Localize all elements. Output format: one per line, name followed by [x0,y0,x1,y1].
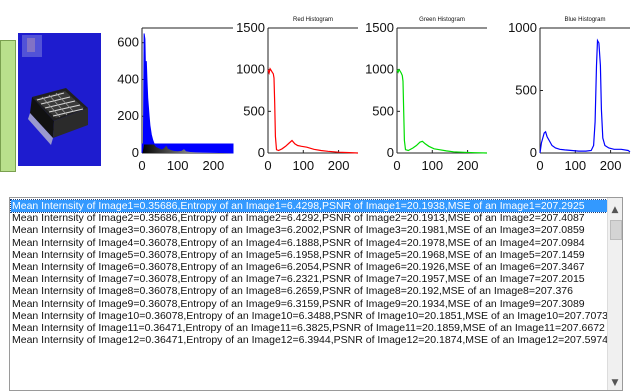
y-tick-label: 0 [132,145,139,160]
list-item[interactable]: Mean Internsity of Image10=0.36078,Entro… [12,309,607,322]
list-item[interactable]: Mean Internsity of Image6=0.36078,Entrop… [12,260,585,273]
x-tick-label: 200 [600,158,622,173]
y-tick-label: 1500 [365,20,394,35]
list-item[interactable]: Mean Internsity of Image8=0.36078,Entrop… [12,285,573,298]
x-tick-label: 0 [264,158,271,173]
histogram-title: Red Histogram [293,17,333,23]
chevron-up-icon[interactable]: ▲ [611,205,619,215]
x-tick-label: 100 [421,158,443,173]
y-tick-label: 400 [117,71,139,86]
list-item[interactable]: Mean Internsity of Image7=0.36078,Entrop… [12,273,585,286]
green-histogram-line [396,68,488,154]
list-item[interactable]: Mean Internsity of Image11=0.36471,Entro… [12,321,605,334]
laptop-image [18,33,101,166]
x-tick-label: 200 [457,158,479,173]
side-panel [0,40,16,172]
list-item[interactable]: Mean Internsity of Image2=0.35686,Entrop… [12,212,585,225]
results-listbox[interactable]: Mean Internsity of Image1=0.35686,Entrop… [9,197,623,391]
x-tick-label: 100 [292,158,314,173]
image-preview [18,33,101,166]
y-tick-label: 0 [530,145,537,160]
red-histogram-line [267,67,359,154]
x-tick-label: 0 [393,158,400,173]
x-tick-label: 200 [203,158,225,173]
histogram-title: Blue Histogram [564,17,605,23]
y-tick-label: 500 [372,103,394,118]
y-tick-label: 1000 [236,62,265,77]
y-tick-label: 1500 [236,20,265,35]
chevron-down-icon[interactable]: ▼ [611,378,619,388]
y-tick-label: 0 [387,145,394,160]
results-list: Mean Internsity of Image1=0.35686,Entrop… [10,198,608,347]
y-tick-label: 1000 [508,20,537,35]
scrollbar-thumb[interactable] [610,220,622,240]
red-histogram-chart: Red Histogram 0 500 1000 1500 0 100 200 [236,17,359,173]
y-tick-label: 1000 [365,62,394,77]
x-tick-label: 200 [328,158,350,173]
histogram-title: Green Histogram [419,17,465,23]
blue-histogram-line [539,38,631,154]
list-item[interactable]: Mean Internsity of Image9=0.36078,Entrop… [12,297,585,310]
histogram-bars [141,33,234,154]
x-tick-label: 100 [167,158,189,173]
y-tick-label: 500 [243,103,265,118]
list-item[interactable]: Mean Internsity of Image4=0.36078,Entrop… [12,236,585,249]
green-histogram-chart: Green Histogram 0 500 1000 1500 0 100 200 [365,17,488,173]
list-item[interactable]: Mean Internsity of Image12=0.36471,Entro… [12,334,607,347]
x-tick-label: 100 [564,158,586,173]
grayscale-histogram-chart: 0 200 400 600 0 100 200 [117,27,234,173]
vertical-scrollbar[interactable]: ▲ ▼ [607,198,622,390]
y-tick-label: 500 [515,83,537,98]
list-item[interactable]: Mean Internsity of Image3=0.36078,Entrop… [12,224,585,237]
x-tick-label: 0 [138,158,145,173]
list-item[interactable]: Mean Internsity of Image5=0.36078,Entrop… [12,248,585,261]
blue-histogram-chart: Blue Histogram 0 500 1000 0 100 200 [508,17,631,173]
x-tick-label: 0 [536,158,543,173]
list-item[interactable]: Mean Internsity of Image1=0.35686,Entrop… [10,198,608,214]
y-tick-label: 0 [258,145,265,160]
y-tick-label: 200 [117,108,139,123]
y-tick-label: 600 [117,35,139,50]
